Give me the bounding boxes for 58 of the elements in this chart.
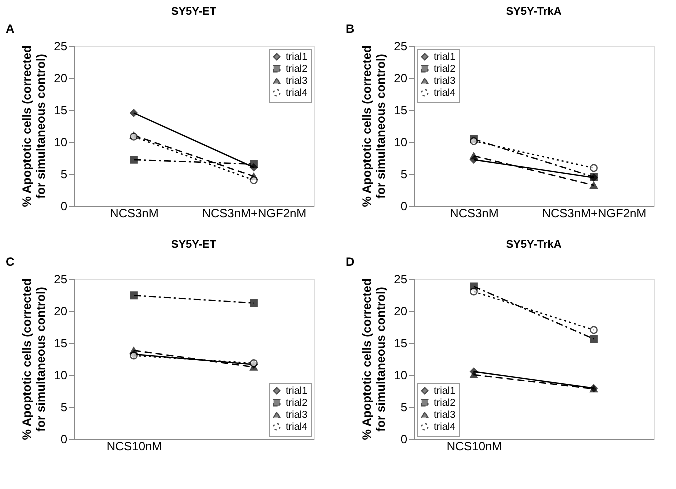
y-tick-label: 15 [394, 104, 408, 118]
legend-label: trial3 [434, 76, 456, 87]
x-tick-label: NCS3nM+NGF2nM [202, 206, 307, 220]
legend-label: trial1 [286, 52, 308, 63]
x-tick-label: NCS3nM [450, 206, 499, 220]
y-tick-label: 25 [394, 40, 408, 54]
y-tick-label: 15 [54, 336, 68, 350]
y-tick-label: 5 [400, 168, 408, 182]
x-tick-label: NCS3nM [110, 206, 159, 220]
y-tick-label: 10 [394, 136, 408, 150]
y-tick-label: 20 [394, 72, 408, 86]
legend-label: trial2 [286, 64, 308, 75]
y-tick-label: 20 [394, 304, 408, 318]
chart-title: SY5Y-TrkA [506, 6, 562, 18]
y-tick-label: 10 [54, 368, 68, 382]
y-tick-label: 5 [60, 400, 68, 414]
legend-label: trial4 [434, 422, 456, 433]
legend-label: trial4 [286, 422, 308, 433]
chart-title: SY5Y-TrkA [506, 239, 562, 251]
legend-label: trial2 [434, 398, 456, 409]
y-tick-label: 0 [400, 432, 408, 446]
legend-label: trial2 [434, 64, 456, 75]
x-tick-label: NCS10nM [446, 440, 502, 454]
legend-label: trial2 [286, 398, 308, 409]
legend-label: trial1 [434, 386, 456, 397]
text: A [6, 22, 15, 36]
y-tick-label: 5 [60, 168, 68, 182]
y-axis-title: % Apoptotic cells (corrected for simultaneous control) [20, 46, 48, 208]
x-tick-label: NCS10nM [106, 440, 162, 454]
legend-label: trial4 [286, 88, 308, 99]
y-tick-label: 10 [54, 136, 68, 150]
y-axis-title: % Apoptotic cells (corrected for simultaneous control) [360, 278, 388, 440]
text: C [6, 255, 15, 269]
text: B [346, 22, 355, 36]
legend-label: trial3 [286, 410, 308, 421]
y-tick-label: 10 [394, 368, 408, 382]
y-axis-title: % Apoptotic cells (corrected for simultaneous control) [360, 46, 388, 208]
text: D [346, 255, 355, 269]
y-axis-title: % Apoptotic cells (corrected for simultaneous control) [20, 278, 48, 440]
chart-title: SY5Y-ET [171, 239, 217, 251]
y-tick-label: 15 [394, 336, 408, 350]
chart-title: SY5Y-ET [171, 6, 217, 18]
y-tick-label: 25 [394, 272, 408, 286]
y-tick-label: 25 [54, 272, 68, 286]
x-tick-label: NCS3nM+NGF2nM [542, 206, 647, 220]
legend-label: trial1 [286, 386, 308, 397]
y-tick-label: 25 [54, 40, 68, 54]
y-tick-label: 20 [54, 72, 68, 86]
y-tick-label: 0 [60, 432, 68, 446]
legend-label: trial3 [434, 410, 456, 421]
y-tick-label: 5 [400, 400, 408, 414]
y-tick-label: 20 [54, 304, 68, 318]
legend-label: trial1 [434, 52, 456, 63]
legend-label: trial3 [286, 76, 308, 87]
y-tick-label: 0 [60, 200, 68, 214]
y-tick-label: 15 [54, 104, 68, 118]
legend-label: trial4 [434, 88, 456, 99]
y-tick-label: 0 [400, 200, 408, 214]
